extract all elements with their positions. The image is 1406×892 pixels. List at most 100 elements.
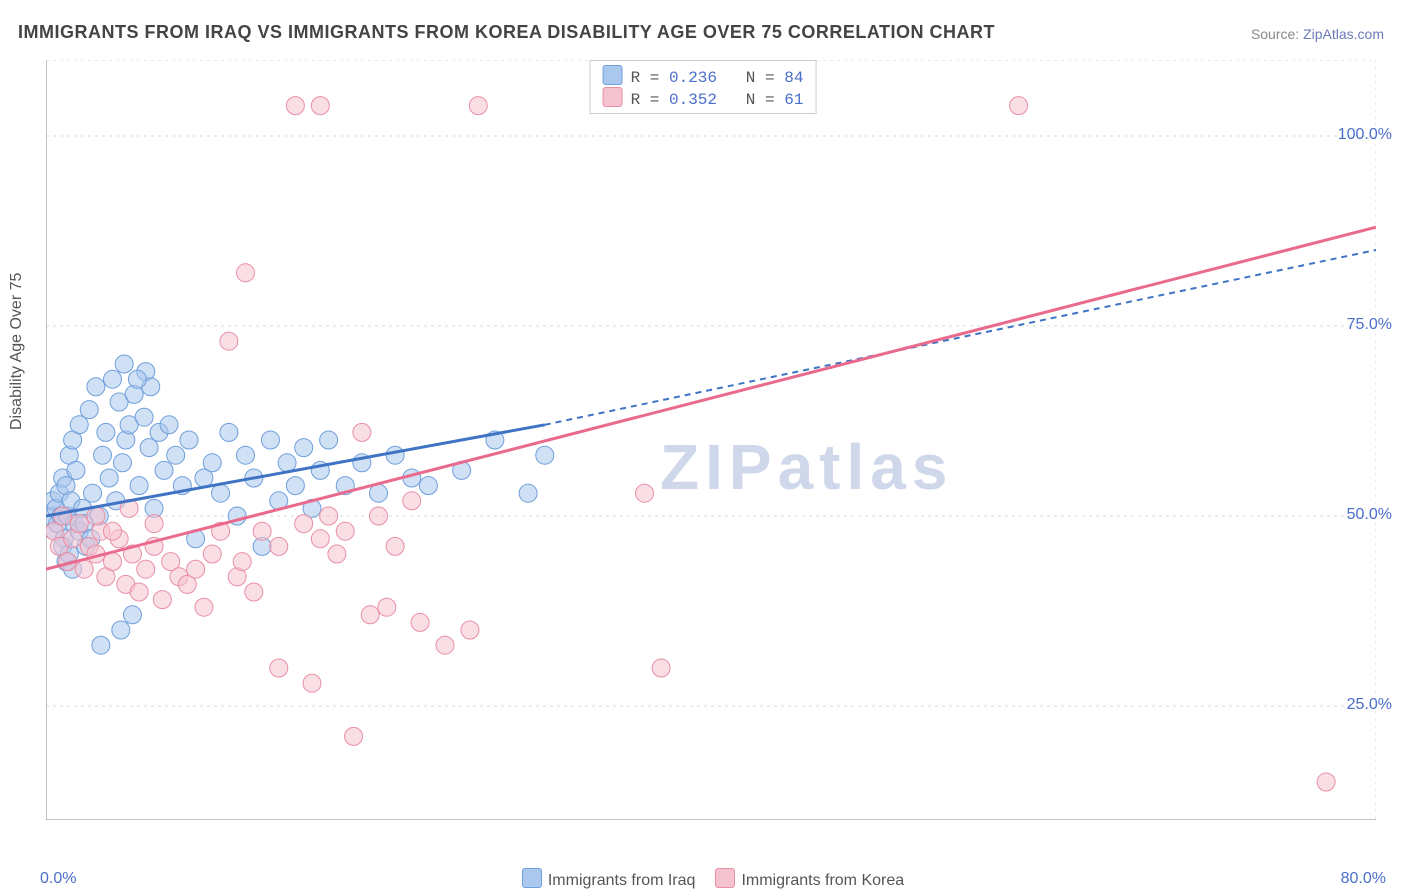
- n-value: 84: [784, 69, 803, 87]
- scatter-point: [113, 454, 131, 472]
- scatter-point: [652, 659, 670, 677]
- scatter-point: [54, 507, 72, 525]
- scatter-point: [112, 621, 130, 639]
- scatter-point: [411, 613, 429, 631]
- scatter-point: [286, 97, 304, 115]
- scatter-point: [311, 530, 329, 548]
- n-value: 61: [784, 91, 803, 109]
- chart-title: IMMIGRANTS FROM IRAQ VS IMMIGRANTS FROM …: [18, 22, 995, 43]
- scatter-point: [140, 439, 158, 457]
- legend-swatch: [603, 87, 623, 107]
- y-tick-label: 100.0%: [1312, 126, 1392, 144]
- scatter-point: [237, 264, 255, 282]
- legend-swatch: [603, 65, 623, 85]
- scatter-point: [115, 355, 133, 373]
- scatter-point: [361, 606, 379, 624]
- scatter-point: [386, 446, 404, 464]
- scatter-point: [135, 408, 153, 426]
- correlation-row: R = 0.352 N = 61: [603, 87, 804, 109]
- series-legend: Immigrants from Iraq Immigrants from Kore…: [0, 868, 1406, 890]
- scatter-point: [461, 621, 479, 639]
- scatter-point: [80, 401, 98, 419]
- scatter-point: [187, 560, 205, 578]
- legend-label: Immigrants from Korea: [741, 872, 904, 889]
- source-attribution: Source: ZipAtlas.com: [1251, 26, 1384, 42]
- scatter-point: [378, 598, 396, 616]
- scatter-point: [153, 591, 171, 609]
- scatter-point: [270, 537, 288, 555]
- scatter-point: [84, 484, 102, 502]
- plot-area: [46, 60, 1376, 820]
- scatter-point: [220, 332, 238, 350]
- correlation-row: R = 0.236 N = 84: [603, 65, 804, 87]
- scatter-point: [295, 439, 313, 457]
- r-value: 0.352: [669, 91, 717, 109]
- source-prefix: Source:: [1251, 26, 1303, 42]
- scatter-point: [286, 477, 304, 495]
- r-value: 0.236: [669, 69, 717, 87]
- scatter-point: [320, 431, 338, 449]
- scatter-point: [87, 507, 105, 525]
- scatter-point: [104, 553, 122, 571]
- scatter-point: [130, 477, 148, 495]
- scatter-point: [311, 97, 329, 115]
- scatter-point: [70, 515, 88, 533]
- scatter-point: [278, 454, 296, 472]
- scatter-point: [345, 727, 363, 745]
- scatter-point: [403, 492, 421, 510]
- legend-label: Immigrants from Iraq: [548, 872, 696, 889]
- scatter-point: [203, 454, 221, 472]
- chart-svg: [46, 60, 1376, 820]
- scatter-point: [104, 522, 122, 540]
- scatter-point: [245, 583, 263, 601]
- scatter-point: [70, 416, 88, 434]
- scatter-point: [123, 606, 141, 624]
- scatter-point: [386, 537, 404, 555]
- scatter-point: [519, 484, 537, 502]
- scatter-point: [419, 477, 437, 495]
- scatter-point: [233, 553, 251, 571]
- correlation-legend: R = 0.236 N = 84R = 0.352 N = 61: [590, 60, 817, 114]
- scatter-point: [94, 446, 112, 464]
- scatter-point: [303, 674, 321, 692]
- scatter-point: [1010, 97, 1028, 115]
- scatter-point: [370, 484, 388, 502]
- scatter-point: [104, 370, 122, 388]
- scatter-point: [128, 370, 146, 388]
- scatter-point: [370, 507, 388, 525]
- y-tick-label: 25.0%: [1312, 696, 1392, 714]
- scatter-point: [160, 416, 178, 434]
- scatter-point: [353, 423, 371, 441]
- scatter-point: [220, 423, 238, 441]
- scatter-point: [100, 469, 118, 487]
- scatter-point: [237, 446, 255, 464]
- source-link[interactable]: ZipAtlas.com: [1303, 26, 1384, 42]
- y-tick-label: 50.0%: [1312, 506, 1392, 524]
- scatter-point: [336, 522, 354, 540]
- scatter-point: [130, 583, 148, 601]
- scatter-point: [212, 484, 230, 502]
- y-axis-label: Disability Age Over 75: [8, 273, 26, 430]
- scatter-point: [328, 545, 346, 563]
- scatter-point: [469, 97, 487, 115]
- scatter-point: [261, 431, 279, 449]
- scatter-point: [636, 484, 654, 502]
- scatter-point: [155, 461, 173, 479]
- scatter-point: [167, 446, 185, 464]
- scatter-point: [203, 545, 221, 563]
- scatter-point: [87, 378, 105, 396]
- scatter-point: [320, 507, 338, 525]
- scatter-point: [67, 461, 85, 479]
- legend-swatch: [522, 868, 542, 888]
- scatter-point: [536, 446, 554, 464]
- scatter-point: [295, 515, 313, 533]
- scatter-point: [97, 423, 115, 441]
- scatter-point: [180, 431, 198, 449]
- scatter-point: [145, 515, 163, 533]
- scatter-point: [137, 560, 155, 578]
- scatter-point: [75, 560, 93, 578]
- scatter-point: [253, 522, 271, 540]
- scatter-point: [1317, 773, 1335, 791]
- y-tick-label: 75.0%: [1312, 316, 1392, 334]
- scatter-point: [92, 636, 110, 654]
